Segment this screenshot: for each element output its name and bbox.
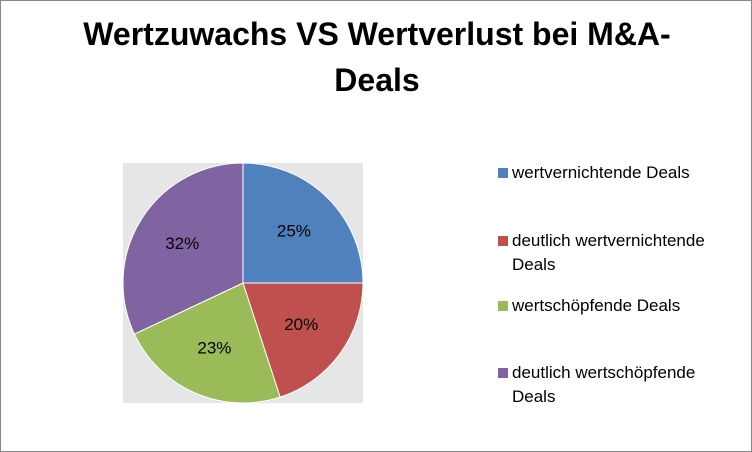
legend-entry: wertvernichtende Deals <box>498 161 738 185</box>
chart-title: Wertzuwachs VS Wertverlust bei M&A-Deals <box>83 16 671 98</box>
data-label: 20% <box>284 315 318 334</box>
pie-slice <box>133 282 281 404</box>
legend-label: wertvernichtende Deals <box>512 163 690 182</box>
legend-entry: deutlich wertvernichtende Deals <box>498 229 738 277</box>
legend-label: wertschöpfende Deals <box>512 296 681 315</box>
data-label: 32% <box>165 234 199 253</box>
legend-swatch <box>498 301 508 311</box>
legend-swatch <box>498 236 508 246</box>
pie-slice <box>122 162 244 335</box>
data-label: 23% <box>197 339 231 358</box>
legend-entry: deutlich wertschöpfende Deals <box>498 361 738 409</box>
legend-entry: wertschöpfende Deals <box>498 294 738 318</box>
pie-slice <box>242 282 364 398</box>
data-label: 25% <box>277 222 311 241</box>
legend-swatch <box>498 168 508 178</box>
legend-label: deutlich wertschöpfende Deals <box>512 363 696 406</box>
legend-label: deutlich wertvernichtende Deals <box>512 231 705 274</box>
legend-swatch <box>498 368 508 378</box>
pie-slice <box>242 162 364 284</box>
